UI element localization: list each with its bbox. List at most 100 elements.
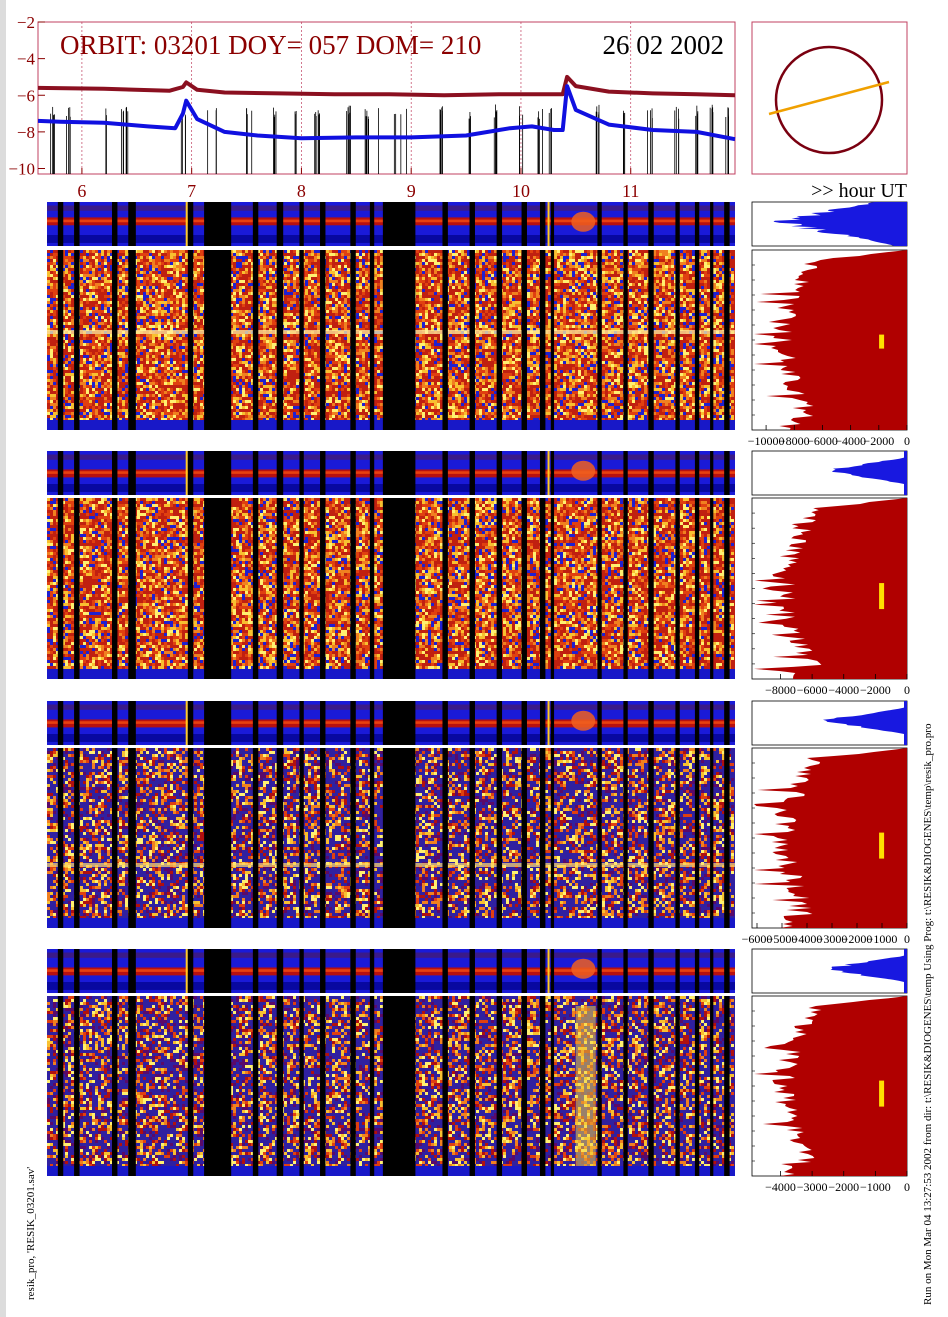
top-series-line-upper bbox=[37, 74, 736, 98]
gap-strip bbox=[57, 202, 64, 246]
gap-strip bbox=[74, 451, 80, 495]
gap-strip bbox=[57, 701, 64, 745]
large-hist-area bbox=[754, 498, 907, 679]
top-vertical-gridlines bbox=[81, 22, 632, 174]
gap-main bbox=[521, 250, 527, 430]
gap-strip bbox=[252, 202, 259, 246]
hist-x-tick-label: −4000 bbox=[792, 932, 823, 946]
data-gaps bbox=[57, 202, 730, 430]
gap-strip bbox=[539, 202, 546, 246]
gap-main bbox=[724, 250, 730, 430]
gap-main bbox=[57, 748, 64, 928]
gap-strip bbox=[648, 451, 654, 495]
top-y-tick-label: −6 bbox=[17, 86, 35, 105]
gap-main bbox=[204, 250, 232, 430]
gap-main bbox=[597, 748, 602, 928]
gap-main bbox=[623, 250, 628, 430]
hist-x-tick-label: −8000 bbox=[779, 434, 810, 448]
gap-main bbox=[469, 996, 475, 1176]
footer-right-text: Run on Mon Mar 04 13:27:53 2002 from dir… bbox=[922, 723, 934, 1305]
gap-main bbox=[57, 996, 64, 1176]
hist-x-tick-label: −2000 bbox=[842, 932, 873, 946]
gap-main bbox=[350, 996, 356, 1176]
hist-x-tick-label: −6000 bbox=[742, 932, 773, 946]
gap-main bbox=[128, 498, 136, 679]
gap-strip bbox=[320, 701, 326, 745]
gap-main bbox=[469, 498, 475, 679]
gap-strip bbox=[597, 701, 602, 745]
gap-strip bbox=[204, 451, 232, 495]
gap-strip bbox=[382, 701, 416, 745]
hour-tick-label: 7 bbox=[187, 181, 196, 201]
gap-main bbox=[187, 498, 194, 679]
top-y-axis: −2 −4 −6 −8 −10 bbox=[8, 13, 45, 179]
gap-main bbox=[369, 748, 375, 928]
gap-main bbox=[521, 748, 527, 928]
gap-strip bbox=[469, 701, 475, 745]
gap-main bbox=[550, 250, 555, 430]
top-y-tick-label: −2 bbox=[17, 13, 35, 32]
gap-strip bbox=[710, 949, 714, 993]
gap-main bbox=[187, 250, 194, 430]
gap-main bbox=[539, 748, 546, 928]
spectrogram-panel-4 bbox=[47, 949, 735, 1176]
yellow-marker bbox=[547, 949, 550, 993]
yellow-marker bbox=[547, 451, 550, 495]
gap-main bbox=[539, 250, 546, 430]
gap-main bbox=[442, 250, 448, 430]
gap-main bbox=[382, 996, 416, 1176]
hist-x-tick-label: −1000 bbox=[867, 932, 898, 946]
gap-main bbox=[112, 748, 118, 928]
gap-strip bbox=[112, 949, 118, 993]
date-title: 26 02 2002 bbox=[603, 30, 725, 60]
gap-main bbox=[675, 996, 680, 1176]
strip-flare bbox=[571, 211, 596, 232]
gap-main bbox=[496, 996, 503, 1176]
gap-main bbox=[57, 498, 64, 679]
gap-main bbox=[112, 996, 118, 1176]
hist-x-tick-label: −6000 bbox=[807, 434, 838, 448]
gap-main bbox=[710, 498, 714, 679]
gap-strip bbox=[350, 949, 356, 993]
top-lightcurve-chart: −2 −4 −6 −8 −10 ORBIT: 03201 DOY= 057 DOM= 2… bbox=[8, 13, 736, 179]
histogram-4: −4000 −3000 −2000 −1000 0 bbox=[751, 948, 910, 1194]
gap-main bbox=[694, 250, 700, 430]
yellow-marker bbox=[185, 701, 188, 745]
spectrogram-panel-2 bbox=[47, 451, 735, 679]
gap-strip bbox=[724, 949, 730, 993]
gap-main bbox=[623, 996, 628, 1176]
gap-main bbox=[724, 748, 730, 928]
gap-strip bbox=[74, 701, 80, 745]
gap-main bbox=[496, 498, 503, 679]
gap-strip bbox=[710, 202, 714, 246]
gap-strip bbox=[521, 949, 527, 993]
gap-main bbox=[648, 748, 654, 928]
gap-strip bbox=[57, 451, 64, 495]
gap-main bbox=[204, 996, 232, 1176]
strip-flare bbox=[571, 460, 596, 481]
gap-strip bbox=[350, 202, 356, 246]
gap-strip bbox=[694, 949, 700, 993]
gap-strip bbox=[442, 202, 448, 246]
gap-strip bbox=[276, 451, 284, 495]
gap-main bbox=[597, 250, 602, 430]
hist-x-tick-label: −5000 bbox=[767, 932, 798, 946]
gap-strip bbox=[369, 451, 375, 495]
gap-main bbox=[710, 250, 714, 430]
gap-main bbox=[694, 996, 700, 1176]
hist-x-tick-label: −2000 bbox=[828, 1180, 859, 1194]
hour-tick-label: 10 bbox=[512, 181, 530, 201]
gap-main bbox=[442, 498, 448, 679]
gap-strip bbox=[350, 451, 356, 495]
histogram-3: −6000−5000−4000−3000−2000−1000 0 bbox=[742, 700, 910, 946]
gap-main bbox=[74, 748, 80, 928]
gap-main bbox=[675, 748, 680, 928]
large-hist-area bbox=[754, 250, 907, 430]
gap-main bbox=[74, 996, 80, 1176]
gap-strip bbox=[276, 202, 284, 246]
yellow-marker bbox=[185, 451, 188, 495]
gap-strip bbox=[276, 701, 284, 745]
hist-x-tick-label: −4000 bbox=[835, 434, 866, 448]
gap-main bbox=[382, 498, 416, 679]
gap-main bbox=[648, 250, 654, 430]
